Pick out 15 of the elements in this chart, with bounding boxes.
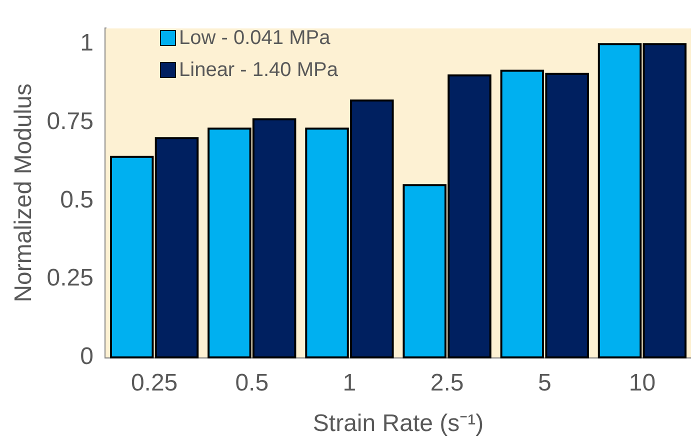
y-tick-label: 0.25 [46,264,94,292]
x-tick-label: 0.25 [130,369,178,396]
y-tick-label: 0.5 [60,186,94,214]
y-axis-title: Normalized Modulus [10,84,38,302]
legend-label: Low - 0.041 MPa [179,26,330,51]
x-tick-label: 1 [342,369,356,396]
x-tick-label: 2.5 [430,369,464,396]
x-tick-label: 10 [628,369,656,396]
x-tick-label: 0.5 [235,369,269,396]
x-axis-title: Strain Rate (s⁻¹) [312,410,484,438]
series-label: Linear - 1.40 MPa [179,58,338,83]
y-tick-label: 1 [80,30,94,57]
x-tick-label: 5 [538,369,552,396]
y-tick-label: 0 [80,343,94,370]
y-tick-label: 0.75 [46,108,94,136]
